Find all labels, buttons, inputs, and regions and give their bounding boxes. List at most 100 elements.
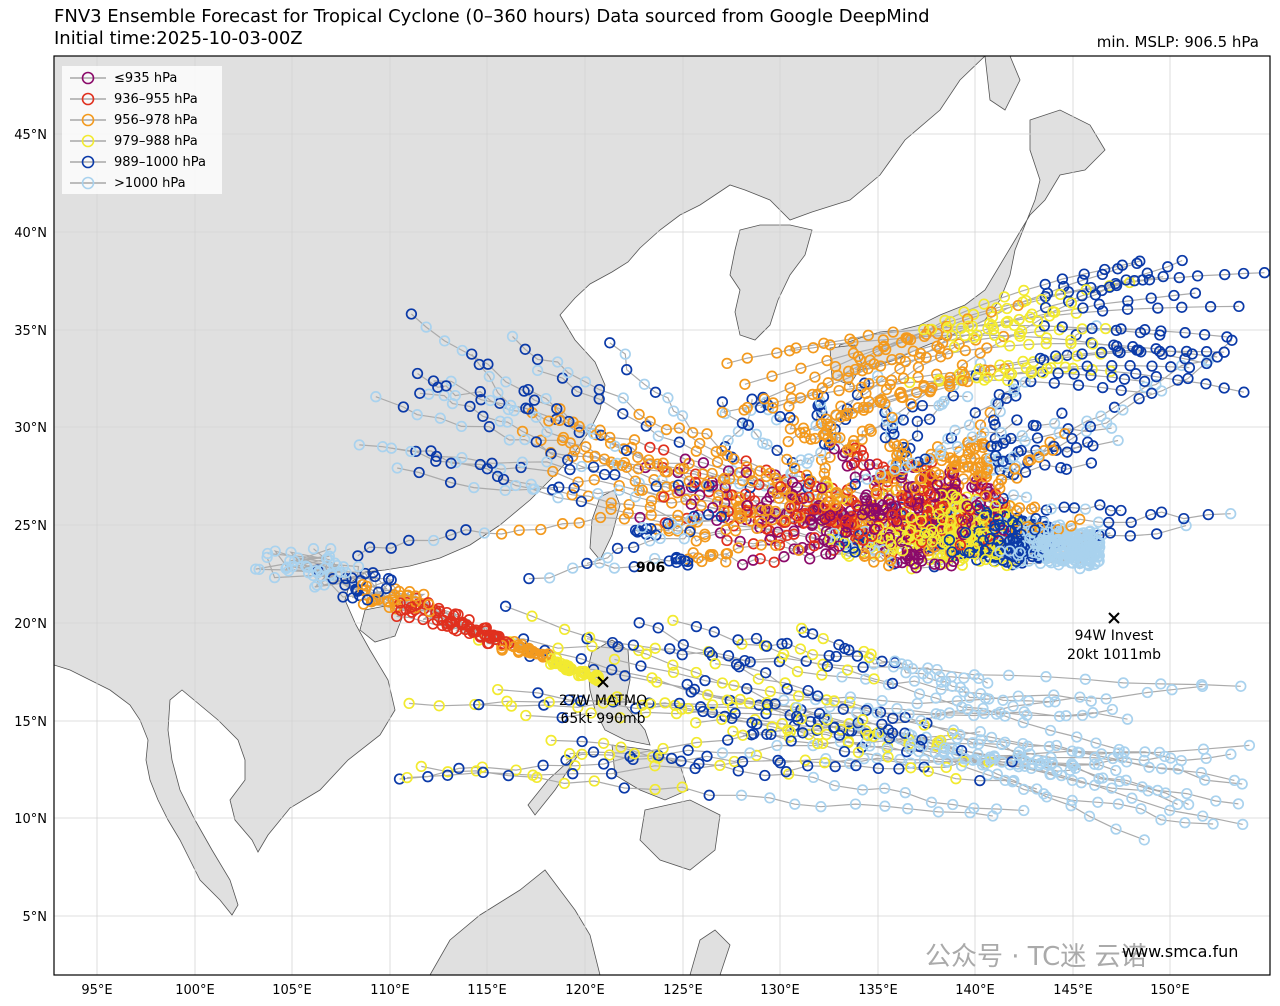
track-point xyxy=(800,655,812,667)
track-point xyxy=(758,393,770,405)
track-point xyxy=(847,435,860,447)
track-point xyxy=(879,800,891,812)
track-point xyxy=(394,597,406,609)
track-point xyxy=(1141,686,1154,699)
track-point xyxy=(1026,308,1038,320)
track-point xyxy=(989,450,1002,462)
track-point xyxy=(367,567,379,579)
track-point xyxy=(821,354,833,367)
track-point xyxy=(591,669,603,681)
track-point xyxy=(761,728,773,740)
track-point xyxy=(1108,339,1120,351)
track-point xyxy=(856,433,868,446)
track-point xyxy=(946,489,958,501)
track-point xyxy=(573,517,585,529)
track-point xyxy=(593,383,605,396)
track-point xyxy=(1096,529,1108,541)
track-point xyxy=(768,556,780,568)
track-point xyxy=(605,503,617,515)
track-point xyxy=(636,484,648,496)
track-point xyxy=(877,499,889,511)
track-point xyxy=(1121,713,1134,725)
track-point xyxy=(911,386,923,399)
track-point xyxy=(352,550,364,562)
track-point xyxy=(541,456,553,468)
track-point xyxy=(735,789,748,801)
track-point xyxy=(711,456,724,468)
track-point xyxy=(947,724,960,736)
track-point xyxy=(442,766,454,778)
korean-peninsula xyxy=(729,224,813,341)
track-point xyxy=(569,760,581,772)
track-point xyxy=(990,708,1003,720)
track-point xyxy=(701,428,713,440)
track-point xyxy=(309,581,321,593)
track-point xyxy=(956,366,968,378)
track-point xyxy=(879,782,891,794)
track-point xyxy=(651,458,664,470)
track-point xyxy=(1093,545,1105,557)
track-point xyxy=(936,337,949,349)
lon-tick-135: 135°E xyxy=(858,983,898,998)
track-point xyxy=(1038,756,1050,768)
track-point xyxy=(948,341,961,353)
track-point xyxy=(1155,506,1168,518)
track-point xyxy=(716,713,728,726)
invest-info-label: 20kt 1011mb xyxy=(1067,647,1161,663)
track-point xyxy=(1115,504,1127,517)
track-point xyxy=(682,744,694,756)
track-point xyxy=(791,510,803,522)
track-point xyxy=(704,550,716,563)
track-point xyxy=(744,656,756,668)
track-point xyxy=(994,405,1006,418)
track-point xyxy=(474,458,486,471)
track-point xyxy=(968,442,981,455)
track-point xyxy=(862,329,874,341)
track-point xyxy=(561,662,573,674)
track-point xyxy=(546,484,559,496)
track-point xyxy=(1104,527,1117,539)
track-point xyxy=(930,708,942,720)
track-point xyxy=(1053,533,1065,546)
track-point xyxy=(849,546,861,558)
track-point xyxy=(773,539,786,551)
track-point xyxy=(1048,377,1060,389)
track-point xyxy=(494,463,507,475)
track-point xyxy=(1181,787,1193,800)
track-point xyxy=(654,532,666,545)
track-point xyxy=(1065,800,1077,812)
track-point xyxy=(506,330,519,343)
lon-tick-150: 150°E xyxy=(1150,983,1190,998)
track-point xyxy=(833,639,845,651)
track-point xyxy=(672,479,685,491)
track-point xyxy=(876,532,888,544)
track-point xyxy=(872,345,884,357)
track-point xyxy=(984,452,997,464)
track-point xyxy=(1026,758,1038,770)
track-point xyxy=(962,320,975,332)
track-point xyxy=(849,798,862,810)
track-point xyxy=(1038,788,1050,800)
track-point xyxy=(1085,369,1097,382)
track-point xyxy=(552,492,564,504)
track-point xyxy=(931,340,943,352)
track-point xyxy=(662,392,674,404)
track-point xyxy=(1127,341,1139,353)
track-point xyxy=(864,536,876,548)
track-point xyxy=(300,560,312,572)
track-point xyxy=(863,395,875,408)
track-point xyxy=(659,466,671,478)
track-point xyxy=(755,539,767,551)
track-line xyxy=(525,708,1113,719)
track-point xyxy=(713,489,725,502)
track-point xyxy=(947,798,959,811)
track-point xyxy=(959,344,971,357)
track-point xyxy=(702,689,714,701)
track-point xyxy=(1022,454,1035,467)
track-point xyxy=(702,508,715,521)
track-point xyxy=(522,403,535,415)
track-point xyxy=(1133,393,1145,405)
track-point xyxy=(687,426,699,439)
track-point xyxy=(573,426,585,439)
track-point xyxy=(1030,420,1042,432)
